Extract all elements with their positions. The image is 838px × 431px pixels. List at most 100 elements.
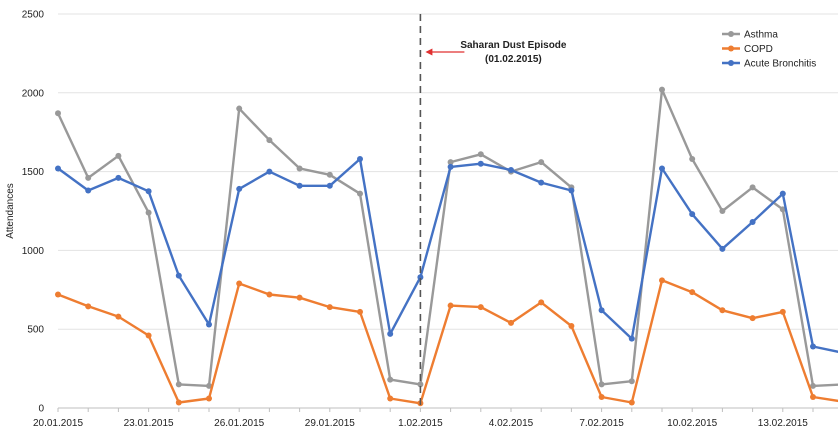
data-point	[779, 308, 786, 315]
data-point	[447, 159, 454, 166]
y-axis-label: Attendances	[5, 183, 16, 239]
x-tick-label: 23.01.2015	[124, 418, 174, 429]
data-point	[598, 381, 605, 388]
legend-label: Asthma	[744, 30, 778, 41]
data-point	[326, 304, 333, 311]
y-tick-label: 2500	[22, 10, 45, 21]
data-point	[326, 182, 333, 189]
legend-swatch-marker	[728, 45, 734, 52]
data-point	[296, 294, 303, 301]
data-point	[417, 274, 424, 281]
data-point	[175, 272, 182, 279]
data-point	[779, 206, 786, 213]
series-copd	[55, 277, 838, 407]
data-point	[810, 393, 816, 400]
x-tick-label: 20.01.2015	[33, 418, 83, 429]
data-point	[689, 155, 696, 162]
data-point	[387, 376, 394, 383]
data-point	[206, 382, 212, 389]
data-point	[387, 395, 394, 402]
legend-label: COPD	[744, 44, 773, 55]
data-point	[357, 190, 363, 197]
gridlines	[58, 13, 838, 409]
x-tick-label: 1.02.2015	[398, 418, 443, 429]
data-point	[477, 160, 484, 167]
legend-swatch-marker	[728, 31, 734, 37]
y-tick-label: 500	[27, 325, 44, 336]
y-tick-label: 0	[38, 404, 44, 415]
legend-swatch-marker	[728, 60, 734, 66]
data-point	[628, 378, 635, 385]
data-point	[538, 159, 545, 166]
data-point	[719, 245, 726, 252]
data-point	[538, 299, 545, 306]
data-point	[175, 399, 182, 406]
data-point	[508, 167, 514, 174]
data-point	[477, 151, 484, 158]
series-line	[56, 88, 838, 388]
data-point	[538, 179, 545, 186]
data-point	[266, 291, 273, 298]
series-asthma	[55, 86, 838, 389]
data-point	[779, 190, 786, 197]
data-point	[749, 315, 756, 322]
axes: 0 500 1000 1500 2000 2500 20.01.2015 23.01.2015…	[22, 10, 814, 429]
data-point	[326, 171, 333, 178]
data-point	[810, 382, 816, 389]
data-point	[296, 165, 303, 172]
data-point	[206, 321, 212, 328]
data-point	[236, 185, 243, 192]
data-point	[145, 209, 152, 216]
data-point	[357, 155, 363, 162]
data-point	[206, 395, 212, 402]
data-point	[689, 289, 696, 296]
data-point	[659, 86, 665, 93]
data-point	[296, 182, 303, 189]
legend-label: Acute Bronchitis	[744, 59, 816, 70]
y-tick-label: 1500	[22, 167, 45, 178]
data-point	[387, 330, 394, 337]
data-point	[659, 165, 665, 172]
data-point	[266, 137, 273, 144]
annotation-title: Saharan Dust Episode	[460, 40, 567, 51]
x-tick-label: 7.02.2015	[579, 418, 624, 429]
data-point	[810, 343, 816, 350]
data-point	[85, 187, 92, 194]
data-point	[598, 307, 605, 314]
x-tick-label: 4.02.2015	[489, 418, 534, 429]
annotation-date: (01.02.2015)	[485, 54, 542, 65]
data-point	[568, 187, 575, 194]
data-point	[719, 307, 726, 314]
y-tick-label: 1000	[22, 246, 45, 257]
x-tick-label: 10.02.2015	[667, 418, 717, 429]
data-point	[266, 168, 273, 175]
data-point	[145, 332, 152, 339]
data-point	[85, 303, 92, 310]
data-point	[659, 277, 665, 284]
data-point	[749, 219, 756, 226]
x-tick-label: 13.02.2015	[758, 418, 808, 429]
data-point	[236, 280, 243, 287]
data-point	[447, 163, 454, 170]
data-point	[568, 323, 575, 330]
data-point	[115, 174, 122, 181]
series-group	[55, 86, 838, 407]
data-point	[55, 110, 61, 117]
data-point	[145, 188, 152, 195]
data-point	[598, 393, 605, 400]
y-tick-label: 2000	[22, 88, 45, 99]
data-point	[719, 208, 726, 214]
data-point	[85, 174, 92, 181]
data-point	[749, 184, 756, 191]
series-line	[57, 279, 838, 405]
data-point	[55, 165, 61, 172]
data-point	[417, 381, 424, 388]
data-point	[628, 399, 635, 406]
annotation-group: Saharan Dust Episode (01.02.2015)	[419, 14, 567, 408]
legend: Asthma COPD Acute Bronchitis	[722, 30, 816, 70]
x-tick-label: 26.01.2015	[214, 418, 264, 429]
data-point	[628, 335, 635, 342]
data-point	[236, 105, 243, 112]
data-point	[508, 319, 514, 326]
